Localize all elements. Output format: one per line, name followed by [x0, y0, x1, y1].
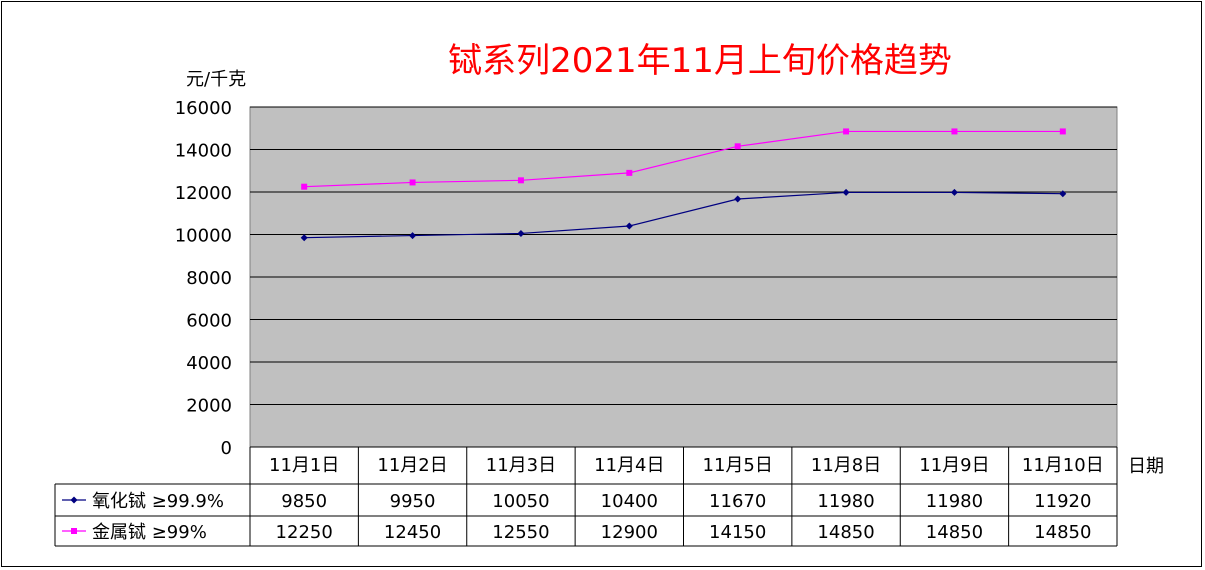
data-point — [1059, 190, 1067, 198]
series-line-0 — [304, 191, 1063, 239]
y-tick-label: 4000 — [186, 353, 232, 374]
y-tick-label: 6000 — [186, 311, 232, 332]
data-label: 14850 — [1034, 522, 1091, 543]
x-tick-label: 11月1日 — [269, 455, 339, 476]
data-point — [625, 222, 633, 230]
series-line-1 — [304, 130, 1063, 188]
y-axis-label: 元/千克 — [186, 69, 246, 90]
data-point — [951, 128, 958, 135]
data-point — [843, 128, 850, 135]
y-tick-label: 12000 — [175, 183, 232, 204]
data-label: 12250 — [276, 522, 333, 543]
data-point — [842, 188, 850, 196]
data-label: 9850 — [281, 491, 327, 512]
data-label: 10050 — [492, 491, 549, 512]
data-point — [517, 177, 524, 184]
data-label: 12900 — [601, 522, 658, 543]
data-point — [301, 183, 308, 190]
data-point — [626, 169, 633, 176]
data-point — [734, 143, 741, 150]
data-label: 14850 — [926, 522, 983, 543]
x-tick-label: 11月9日 — [919, 455, 989, 476]
x-tick-label: 11月4日 — [594, 455, 664, 476]
x-axis-label: 日期 — [1128, 456, 1164, 477]
x-tick-label: 11月10日 — [1022, 455, 1104, 476]
data-label: 10400 — [601, 491, 658, 512]
data-label: 12450 — [384, 522, 441, 543]
data-label: 9950 — [390, 491, 436, 512]
data-point — [409, 232, 417, 240]
data-point — [734, 195, 742, 203]
x-tick-label: 11月2日 — [377, 455, 447, 476]
data-table: 11月1日 11月2日 11月3日 11月4日 11月5日 11月8日 11月9日 11月10… — [54, 446, 1118, 547]
data-point — [517, 229, 525, 237]
data-label: 11980 — [817, 491, 874, 512]
legend-label-0: 氧化铽 ≥99.9% — [92, 491, 224, 512]
data-point — [409, 179, 416, 186]
data-label: 14150 — [709, 522, 766, 543]
plot-area: 16000 14000 12000 10000 8000 6000 4000 2000 0 — [175, 98, 1118, 459]
y-tick-label: 0 — [221, 438, 232, 459]
data-label: 11920 — [1034, 491, 1091, 512]
y-tick-label: 16000 — [175, 98, 232, 119]
x-tick-label: 11月8日 — [811, 455, 881, 476]
y-tick-label: 10000 — [175, 226, 232, 247]
chart-title: 铽系列2021年11月上旬价格趋势 — [448, 41, 952, 81]
legend-marker-1 — [71, 528, 77, 534]
data-label: 12550 — [492, 522, 549, 543]
data-point — [300, 234, 308, 242]
data-point — [1059, 128, 1066, 135]
y-tick-label: 14000 — [175, 141, 232, 162]
data-point — [950, 188, 958, 196]
y-tick-label: 8000 — [186, 268, 232, 289]
data-label: 11670 — [709, 491, 766, 512]
data-label: 14850 — [817, 522, 874, 543]
x-tick-label: 11月5日 — [703, 455, 773, 476]
legend-label-1: 金属铽 ≥99% — [92, 522, 207, 543]
y-tick-label: 2000 — [186, 396, 232, 417]
x-tick-label: 11月3日 — [486, 455, 556, 476]
data-label: 11980 — [926, 491, 983, 512]
legend-marker-0 — [70, 496, 78, 504]
